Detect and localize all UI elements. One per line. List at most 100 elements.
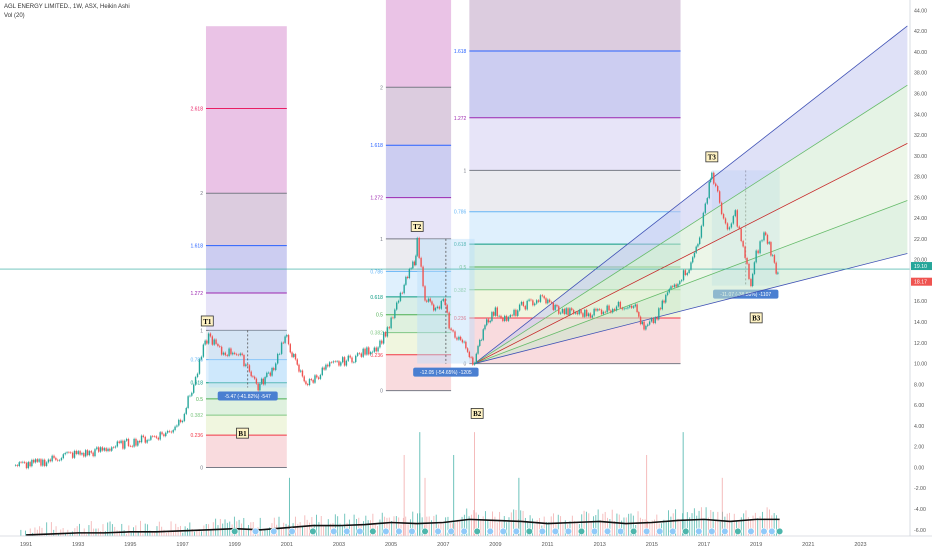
- candle: [673, 284, 676, 287]
- event-badge[interactable]: [760, 527, 768, 535]
- y-tick-label: -2.00: [914, 486, 926, 492]
- candle: [152, 436, 154, 437]
- candle: [157, 437, 160, 440]
- event-badge[interactable]: [356, 527, 364, 535]
- event-badge[interactable]: [721, 527, 729, 535]
- event-badge[interactable]: [551, 527, 559, 535]
- candle: [492, 312, 495, 316]
- candle: [250, 371, 252, 377]
- event-badge[interactable]: [669, 527, 677, 535]
- event-badge[interactable]: [708, 527, 716, 535]
- event-badge[interactable]: [486, 527, 494, 535]
- candle: [51, 455, 53, 462]
- y-tick-label: 44.00: [914, 8, 927, 14]
- candle: [23, 461, 26, 463]
- candle: [338, 361, 340, 366]
- marker-t2-box[interactable]: [410, 221, 424, 232]
- candle: [518, 304, 521, 311]
- candle: [105, 448, 107, 452]
- event-badge[interactable]: [382, 527, 390, 535]
- event-badge[interactable]: [616, 527, 625, 535]
- event-badge[interactable]: [460, 527, 468, 535]
- candle: [442, 299, 444, 301]
- candle: [494, 307, 497, 316]
- candle: [174, 426, 176, 431]
- candle: [426, 300, 428, 302]
- event-badge[interactable]: [499, 527, 507, 535]
- candle: [181, 420, 184, 423]
- candle: [631, 305, 633, 308]
- event-badge[interactable]: [768, 527, 776, 535]
- fib-label-3-1_618: 1.618: [454, 49, 467, 55]
- event-badge[interactable]: [421, 527, 429, 535]
- event-badge[interactable]: [643, 527, 651, 535]
- event-badge[interactable]: [288, 527, 296, 535]
- fib-label-1-1_272: 1.272: [190, 291, 203, 297]
- event-badge[interactable]: [408, 527, 416, 535]
- candle: [524, 306, 526, 310]
- candle: [537, 300, 540, 302]
- event-badge[interactable]: [538, 527, 546, 535]
- fib-label-3-0_382: 0.382: [454, 288, 467, 294]
- candle: [438, 306, 441, 309]
- event-badge[interactable]: [590, 527, 599, 535]
- candle: [138, 441, 141, 443]
- event-badge[interactable]: [512, 527, 520, 535]
- candle: [600, 309, 603, 315]
- candle: [450, 328, 452, 331]
- candle: [206, 340, 208, 344]
- candle: [266, 372, 268, 378]
- price-axis[interactable]: [910, 0, 932, 550]
- marker-b3-box[interactable]: [749, 312, 763, 324]
- event-badge[interactable]: [603, 527, 612, 535]
- candle: [253, 376, 256, 379]
- event-badge[interactable]: [577, 527, 586, 535]
- marker-b2-box[interactable]: [470, 408, 484, 419]
- event-badge[interactable]: [734, 527, 742, 535]
- marker-t3-box[interactable]: [705, 151, 719, 163]
- candle: [340, 362, 342, 366]
- candle: [656, 317, 658, 320]
- event-badge[interactable]: [447, 527, 455, 535]
- event-badge[interactable]: [434, 527, 442, 535]
- marker-t1-box[interactable]: [200, 315, 214, 327]
- event-badge[interactable]: [630, 527, 638, 535]
- event-badge[interactable]: [330, 527, 338, 535]
- candle: [215, 339, 217, 344]
- candle: [20, 462, 22, 463]
- event-badge[interactable]: [309, 527, 317, 535]
- candle: [548, 299, 551, 303]
- candle: [634, 304, 637, 307]
- candle: [392, 317, 394, 319]
- candle: [541, 295, 544, 297]
- marker-b1-box[interactable]: [236, 427, 249, 439]
- candle: [220, 346, 223, 355]
- event-badge[interactable]: [682, 527, 690, 535]
- event-badge[interactable]: [695, 527, 703, 535]
- event-badge[interactable]: [369, 527, 377, 535]
- range-label-1: -5.47 (-41.82%) -547: [225, 394, 271, 400]
- candle: [116, 441, 119, 447]
- event-badge[interactable]: [251, 527, 260, 535]
- event-badge[interactable]: [564, 527, 573, 535]
- event-badge[interactable]: [776, 527, 784, 535]
- event-badge[interactable]: [395, 527, 403, 535]
- event-badge[interactable]: [270, 527, 278, 535]
- candle: [458, 336, 460, 340]
- candle: [103, 448, 105, 451]
- event-badge[interactable]: [656, 527, 664, 535]
- event-badge[interactable]: [747, 527, 755, 535]
- event-badge[interactable]: [231, 527, 239, 535]
- event-badge[interactable]: [525, 527, 533, 535]
- time-axis[interactable]: [0, 536, 910, 550]
- candle: [49, 459, 51, 462]
- candle: [114, 446, 117, 448]
- event-badge[interactable]: [343, 527, 351, 535]
- pitchfork-line-1: [474, 25, 908, 364]
- event-badge[interactable]: [473, 527, 481, 535]
- x-tick-label: 2011: [542, 542, 554, 548]
- range-label-bg-1: [217, 391, 278, 401]
- candle: [738, 226, 740, 229]
- candle: [366, 347, 368, 355]
